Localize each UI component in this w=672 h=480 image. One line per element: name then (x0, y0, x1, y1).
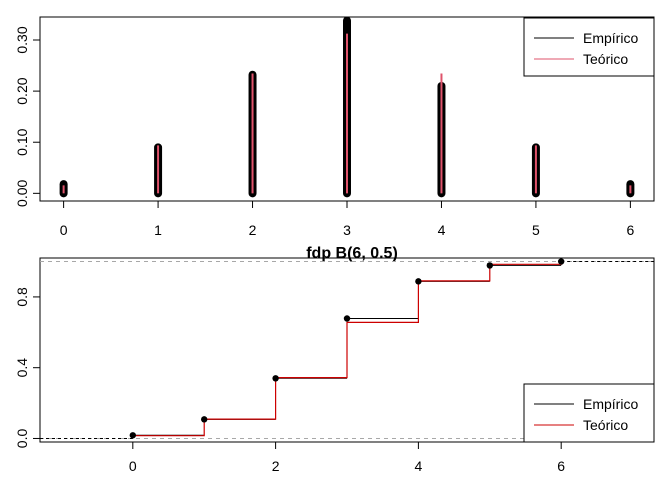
cdf-y-tick-label-1: 0.4 (14, 358, 30, 378)
pmf-x-tick-label-4: 4 (438, 222, 446, 238)
cdf-x-axis: 0 2 4 6 (129, 442, 565, 474)
cdf-empirico-point-4 (415, 278, 422, 285)
pmf-y-tick-label-2: 0.20 (14, 77, 30, 104)
pmf-y-tick-label-1: 0.10 (14, 128, 30, 155)
cdf-x-tick-label-6: 6 (557, 458, 565, 474)
pmf-y-tick-label-3: 0.30 (14, 26, 30, 53)
pmf-x-tick-label-0: 0 (60, 222, 68, 238)
pmf-legend-box (523, 17, 655, 77)
cdf-reference-lines (40, 261, 654, 439)
cdf-x-tick-label-0: 0 (129, 458, 137, 474)
pmf-x-tick-label-5: 5 (532, 222, 540, 238)
cdf-legend-label-teorico: Teórico (583, 417, 628, 433)
cdf-legend: Empírico Teórico (523, 383, 655, 443)
pmf-x-tick-label-2: 2 (249, 222, 257, 238)
pmf-legend: Empírico Teórico (523, 17, 655, 77)
pmf-x-tick-label-6: 6 (626, 222, 634, 238)
pmf-y-tick-label-0: 0.00 (14, 179, 30, 206)
pmf-x-tick-label-3: 3 (343, 222, 351, 238)
cdf-empirico-point-5 (486, 262, 493, 269)
cdf-empirico-point-3 (343, 315, 351, 322)
pmf-legend-label-teorico: Teórico (583, 51, 628, 67)
pmf-bars (59, 16, 635, 198)
cdf-y-tick-label-0: 0.0 (14, 429, 30, 449)
pmf-y-axis: 0.00 0.10 0.20 0.30 (14, 26, 40, 207)
cdf-legend-box (523, 383, 655, 443)
cdf-chart: fdp B(6, 0.5) 0 2 4 6 0.0 0.4 0.8 Empírico Te… (14, 245, 655, 474)
cdf-plot-frame (39, 257, 655, 443)
cdf-empirico-point-0 (129, 432, 137, 439)
cdf-x-tick-label-2: 2 (272, 458, 280, 474)
cdf-legend-label-empirico: Empírico (583, 396, 638, 412)
cdf-y-axis: 0.0 0.4 0.8 (14, 287, 40, 448)
cdf-empirico-point-6 (557, 258, 565, 265)
cdf-chart-title: fdp B(6, 0.5) (306, 245, 398, 262)
pmf-x-tick-label-1: 1 (154, 222, 162, 238)
pmf-x-axis: 0 1 2 3 4 5 6 (60, 201, 634, 238)
pmf-chart: 0 1 2 3 4 5 6 0.00 0.10 0.20 0.30 Empírico Teóric… (14, 16, 655, 238)
cdf-y-tick-label-2: 0.8 (14, 287, 30, 307)
cdf-steps (40, 258, 654, 439)
cdf-teorico-step-line (132, 261, 562, 437)
cdf-empirico-point-1 (201, 416, 208, 423)
pmf-legend-label-empirico: Empírico (583, 30, 638, 46)
cdf-x-tick-label-4: 4 (414, 458, 422, 474)
cdf-empirico-point-2 (272, 375, 279, 382)
